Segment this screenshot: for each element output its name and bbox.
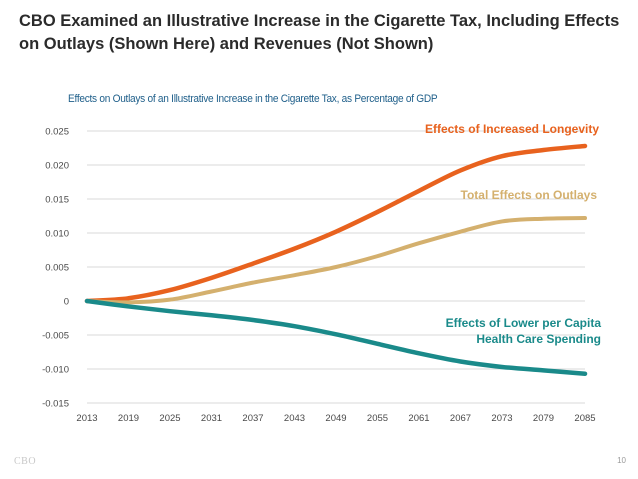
x-tick-label: 2061 bbox=[408, 413, 429, 424]
x-tick-label: 2073 bbox=[491, 413, 512, 424]
total-effects-label: Total Effects on Outlays bbox=[461, 188, 598, 202]
slide-title: CBO Examined an Illustrative Increase in… bbox=[19, 12, 620, 53]
x-tick-label: 2025 bbox=[159, 413, 180, 424]
longevity-line bbox=[84, 143, 588, 304]
page-number: 10 bbox=[617, 456, 626, 465]
x-tick-label: 2067 bbox=[450, 413, 471, 424]
cbo-logo: CBO bbox=[14, 456, 37, 467]
x-tick-label: 2043 bbox=[284, 413, 305, 424]
axis-labels: 0.025 0.020 0.015 0.010 0.005 0 -0.005 -0.010 -0… bbox=[42, 127, 596, 425]
lower-spending-label-line-1: Effects of Lower per Capita bbox=[446, 316, 602, 330]
x-tick-label: 2013 bbox=[76, 413, 97, 424]
x-tick-label: 2055 bbox=[367, 413, 388, 424]
total-effects-line bbox=[85, 216, 587, 305]
y-tick-label: -0.015 bbox=[42, 399, 69, 410]
y-tick-label: 0 bbox=[64, 297, 69, 308]
longevity-label: Effects of Increased Longevity bbox=[425, 122, 599, 136]
x-tick-label: 2049 bbox=[325, 413, 346, 424]
x-tick-label: 2085 bbox=[574, 413, 595, 424]
x-tick-label: 2019 bbox=[118, 413, 139, 424]
y-tick-label: -0.010 bbox=[42, 365, 69, 376]
x-tick-label: 2037 bbox=[242, 413, 263, 424]
y-tick-label: 0.005 bbox=[45, 263, 69, 274]
series-labels: Effects of Increased Longevity Total Effe… bbox=[425, 122, 601, 346]
y-tick-label: 0.020 bbox=[45, 161, 69, 172]
y-tick-label: 0.015 bbox=[45, 195, 69, 206]
x-tick-label: 2079 bbox=[533, 413, 554, 424]
series-lines bbox=[84, 143, 588, 377]
y-tick-label: 0.010 bbox=[45, 229, 69, 240]
x-tick-label: 2031 bbox=[201, 413, 222, 424]
y-tick-label: -0.005 bbox=[42, 331, 69, 342]
y-tick-label: 0.025 bbox=[45, 127, 69, 138]
lower-spending-line bbox=[84, 298, 588, 377]
chart-title: Effects on Outlays of an Illustrative In… bbox=[68, 93, 438, 105]
lower-spending-label-line-2: Health Care Spending bbox=[476, 332, 601, 346]
